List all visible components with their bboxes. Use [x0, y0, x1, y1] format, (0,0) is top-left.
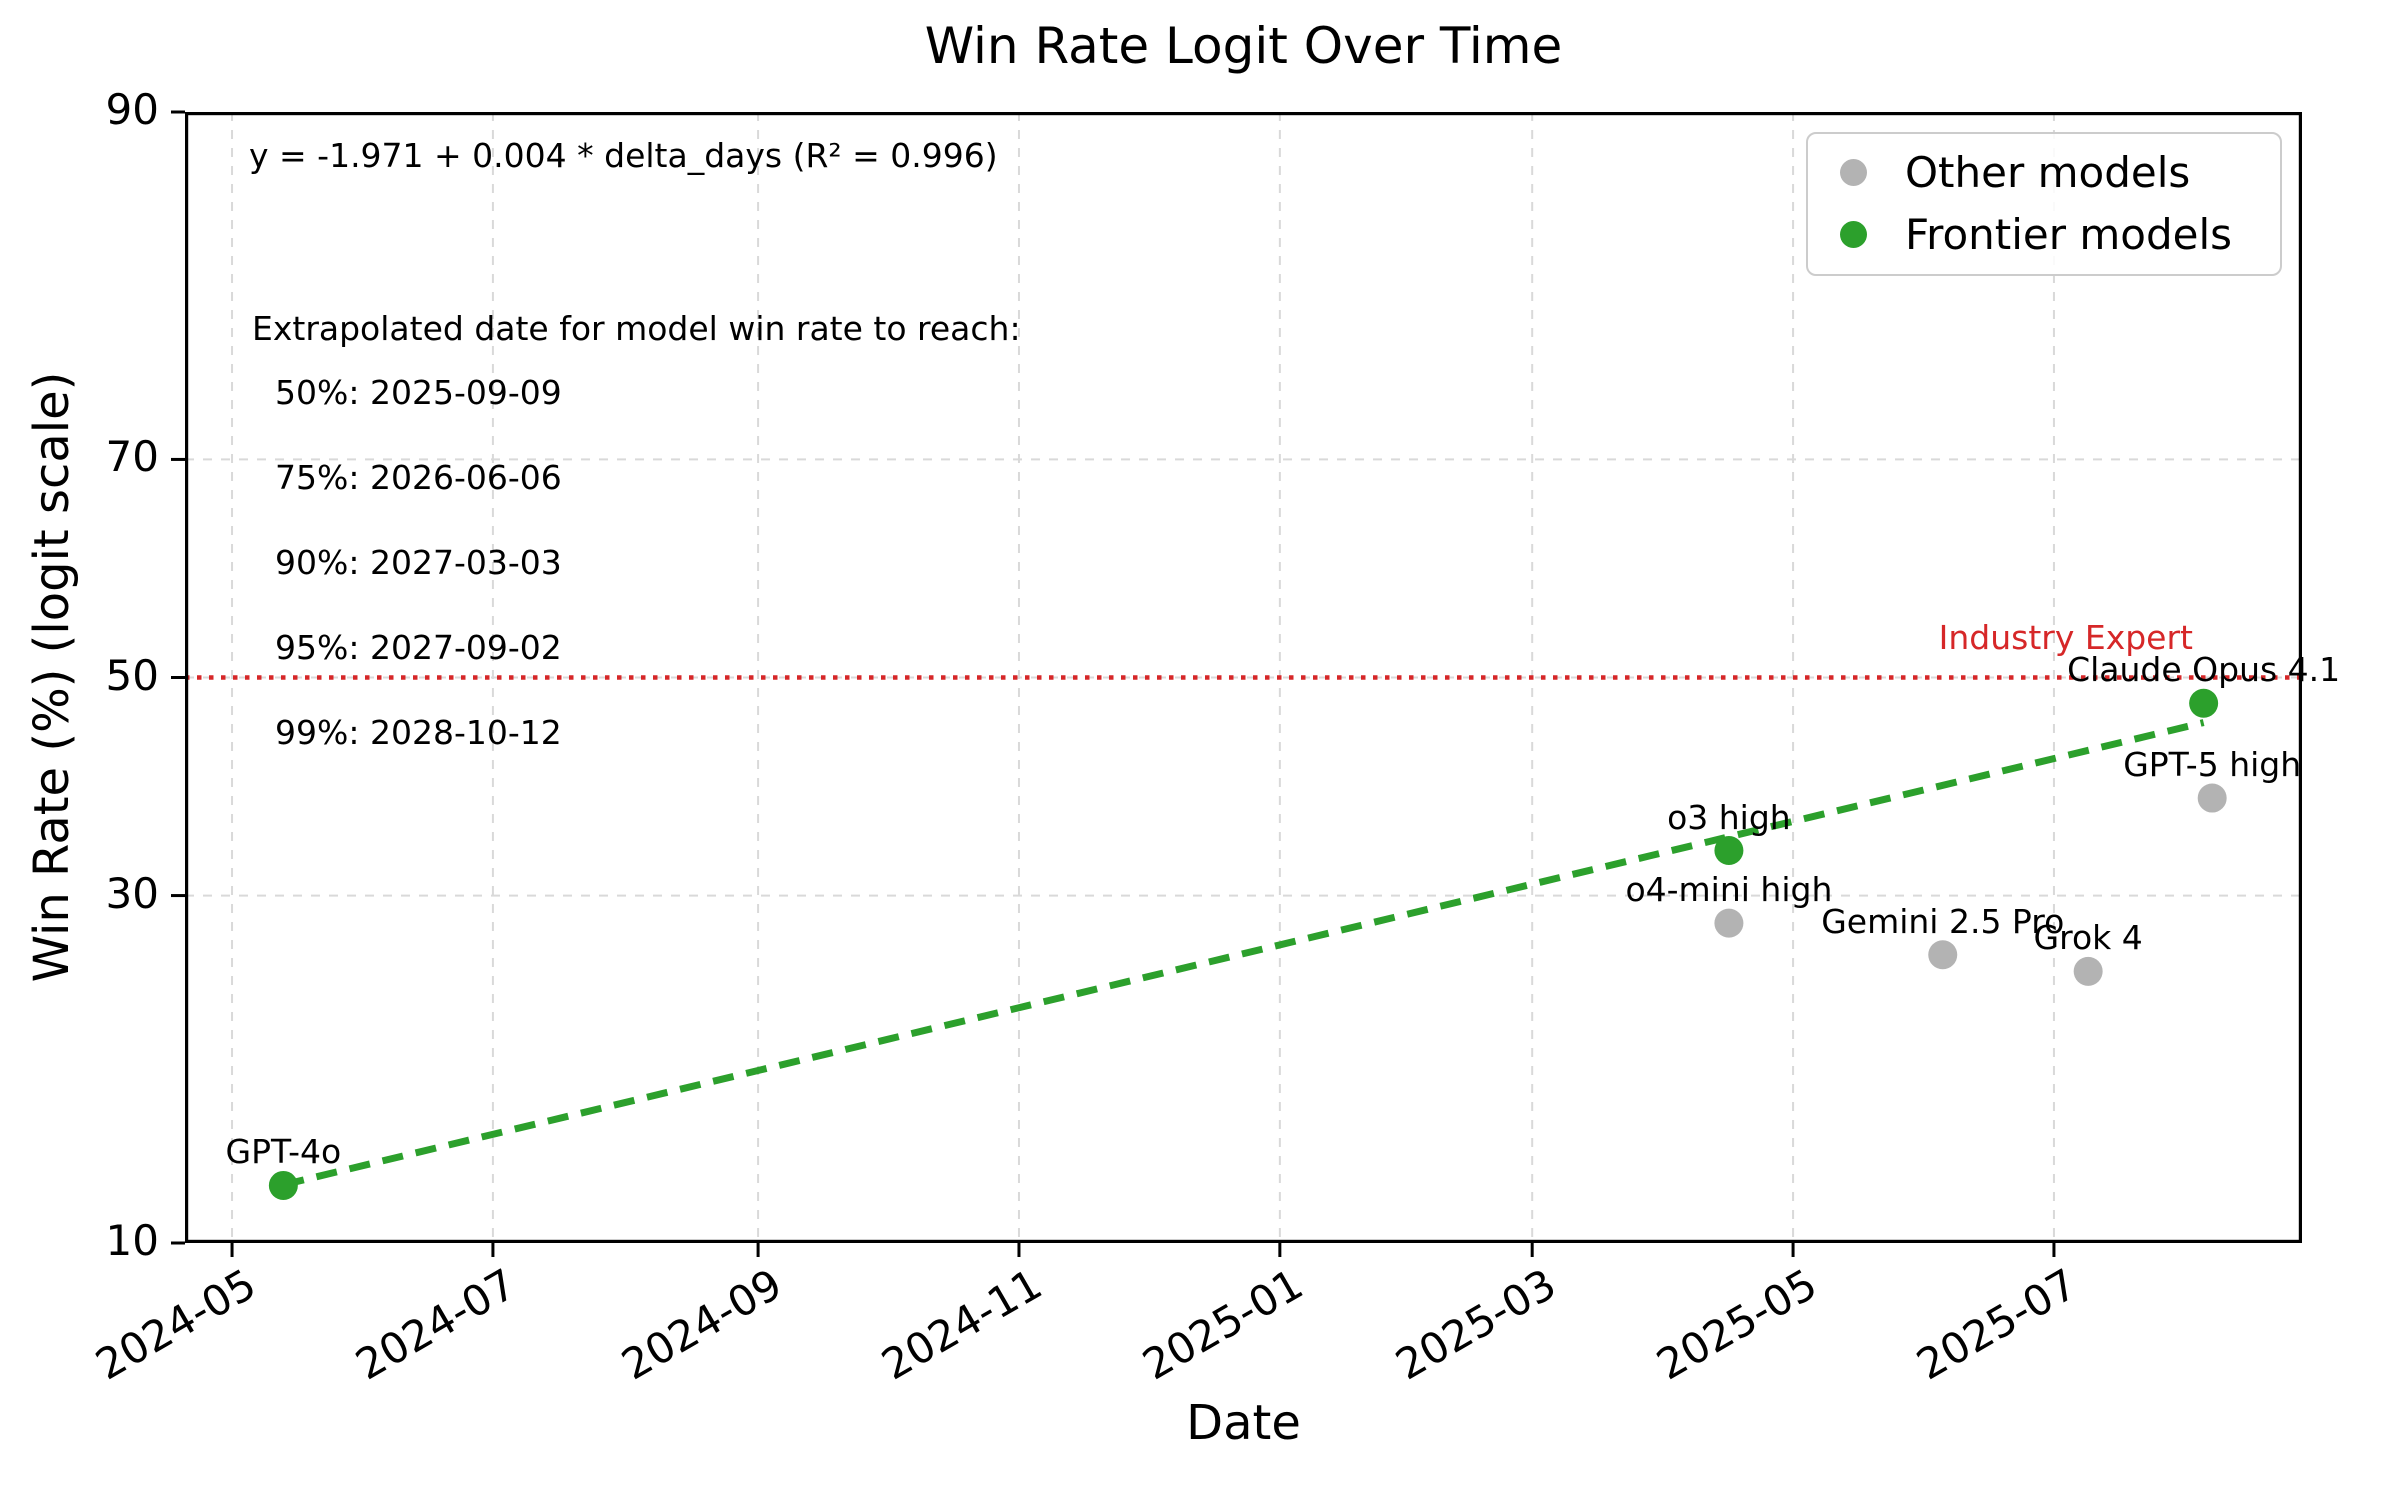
- reference-line-label: Industry Expert: [1938, 618, 2193, 657]
- data-point-o4-mini-high: [1714, 908, 1744, 938]
- trend-line: [282, 719, 2205, 1189]
- legend-marker-icon: [1840, 220, 1867, 248]
- data-point-label: Gemini 2.5 Pro: [1821, 901, 2065, 941]
- extrapolation-item: 50%: 2025-09-09: [275, 373, 562, 412]
- legend-label: Other models: [1905, 147, 2191, 197]
- plot-area: y = -1.971 + 0.004 * delta_days (R² = 0.…: [87, 86, 2340, 1389]
- y-tick-label: 50: [105, 650, 159, 700]
- data-point-gpt-5-high: [2197, 783, 2227, 813]
- legend-item: Other models: [1840, 141, 2280, 203]
- legend-label: Frontier models: [1905, 209, 2233, 259]
- data-point-gpt-4o: [268, 1170, 298, 1200]
- y-axis-label: Win Rate (%) (logit scale): [24, 371, 80, 983]
- data-point-grok-4: [2073, 956, 2103, 986]
- x-tick-label: 2024-09: [613, 1259, 790, 1390]
- data-point-o3-high: [1714, 836, 1744, 866]
- extrapolation-list: 50%: 2025-09-09 75%: 2026-06-06 90%: 2027-…: [275, 372, 562, 797]
- x-tick-label: 2024-05: [87, 1259, 264, 1390]
- x-axis-label: Date: [1186, 1395, 1301, 1451]
- data-point-label: GPT-4o: [225, 1132, 342, 1172]
- x-tick-label: 2024-07: [347, 1259, 525, 1390]
- data-point-label: o3 high: [1667, 797, 1791, 837]
- y-tick-label: 10: [105, 1216, 159, 1265]
- y-tick-label: 90: [105, 85, 159, 134]
- y-tick-label: 30: [105, 868, 159, 918]
- plot-border: [185, 112, 2303, 1244]
- legend-item: Frontier models: [1840, 203, 2280, 265]
- data-point-label: Grok 4: [2033, 918, 2143, 958]
- data-point-gemini-2.5-pro: [1928, 940, 1958, 970]
- data-point-label: Claude Opus 4.1: [2067, 650, 2341, 690]
- x-tick-label: 2025-01: [1134, 1259, 1312, 1390]
- extrapolation-item: 95%: 2027-09-02: [275, 628, 562, 667]
- x-tick-label: 2025-05: [1648, 1259, 1825, 1390]
- y-tick-label: 70: [105, 432, 159, 482]
- data-point-claude-opus-4.1: [2189, 688, 2219, 718]
- extrapolation-item: 75%: 2026-06-06: [275, 458, 562, 497]
- data-point-label: GPT-5 high: [2123, 745, 2302, 785]
- extrapolation-item: 90%: 2027-03-03: [275, 543, 562, 582]
- legend: Other models Frontier models: [1806, 132, 2282, 276]
- x-tick-label: 2025-03: [1387, 1259, 1564, 1390]
- data-point-label: o4-mini high: [1625, 870, 1833, 910]
- x-tick-label: 2025-07: [1908, 1259, 2086, 1390]
- x-tick-label: 2024-11: [873, 1259, 1051, 1390]
- extrapolation-heading: Extrapolated date for model win rate to …: [252, 309, 1021, 348]
- fit-equation: y = -1.971 + 0.004 * delta_days (R² = 0.…: [249, 136, 998, 175]
- extrapolation-item: 99%: 2028-10-12: [275, 713, 562, 752]
- plot-canvas: [171, 110, 2303, 1257]
- legend-marker-icon: [1840, 158, 1867, 186]
- chart-title: Win Rate Logit Over Time: [924, 17, 1563, 75]
